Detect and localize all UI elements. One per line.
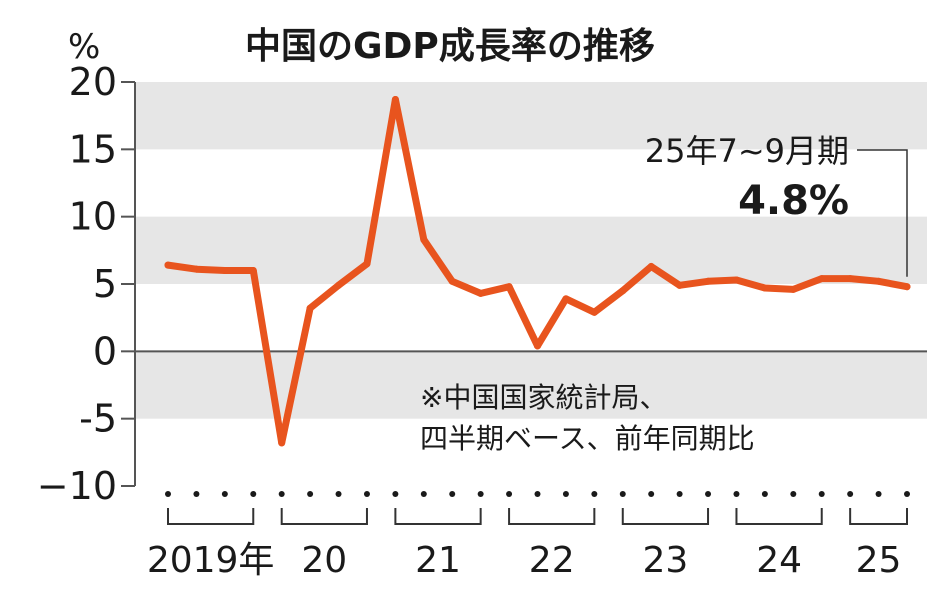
data-point-2022Q2: [534, 342, 541, 350]
y-tick-label: 5: [93, 262, 117, 306]
quarter-dot: [534, 491, 541, 497]
chart-title: 中国のGDP成長率の推移: [245, 26, 655, 67]
y-tick-label: 0: [93, 329, 117, 373]
data-point-2024Q3: [789, 285, 797, 293]
data-point-2025Q2: [875, 277, 883, 285]
quarter-dot: [761, 491, 768, 497]
data-point-2024Q2: [761, 284, 769, 292]
quarter-dot: [875, 491, 882, 497]
data-points: [164, 96, 911, 447]
quarter-dot: [449, 491, 456, 497]
data-point-2025Q1: [846, 275, 854, 283]
y-tick-label: 10: [69, 195, 117, 239]
data-point-2021Q1: [391, 96, 399, 104]
year-label: 21: [415, 540, 461, 581]
year-bracket: [508, 508, 596, 525]
data-point-2023Q1: [619, 287, 627, 295]
year-bracket: [849, 508, 908, 525]
data-point-2021Q4: [477, 289, 485, 297]
data-point-2019Q2: [192, 265, 200, 273]
quarter-dots: [165, 491, 910, 497]
y-axis-unit-label: %: [68, 27, 100, 67]
quarter-dot: [193, 491, 200, 497]
quarter-dot: [165, 491, 171, 497]
data-point-2021Q2: [420, 236, 428, 244]
quarter-dot: [307, 491, 314, 497]
data-point-2023Q2: [647, 262, 655, 270]
y-tick-label: −10: [37, 464, 117, 508]
y-tick-label: -5: [79, 397, 117, 441]
year-label: 25: [856, 540, 902, 581]
quarter-dot: [790, 491, 797, 497]
data-point-2020Q4: [363, 260, 371, 268]
data-point-2023Q4: [704, 277, 712, 285]
quarter-dot: [363, 491, 370, 497]
quarter-dot: [818, 491, 825, 497]
year-label: 22: [529, 540, 575, 581]
year-bracket: [735, 508, 823, 525]
year-bracket: [621, 508, 710, 525]
quarter-dot: [648, 491, 655, 497]
quarter-dot: [506, 491, 513, 497]
data-point-2022Q3: [562, 295, 570, 303]
quarter-dot: [420, 491, 427, 497]
data-point-2019Q1: [164, 261, 172, 269]
y-axis-tick-labels: 20 15 10 5 0 -5 −10: [37, 60, 117, 508]
year-bracket: [167, 508, 255, 525]
quarter-dot: [250, 491, 257, 497]
data-point-2020Q2: [306, 304, 314, 312]
callout-value-label: 4.8%: [738, 178, 849, 224]
year-label: 20: [301, 540, 347, 581]
grid-band-1: [135, 216, 927, 284]
y-axis-ticks: [121, 81, 135, 487]
data-point-2023Q3: [676, 281, 684, 289]
quarter-dot: [477, 491, 484, 497]
data-point-2024Q4: [818, 275, 826, 283]
y-tick-label: 20: [69, 60, 117, 104]
year-labels: 2019年 20 21 22 23 24 25: [147, 540, 902, 581]
quarter-dot: [591, 491, 598, 497]
quarter-dot: [705, 491, 712, 497]
year-bracket: [280, 508, 368, 525]
year-label: 2019年: [147, 540, 275, 581]
data-point-2020Q3: [335, 281, 343, 289]
quarter-dot: [676, 491, 683, 497]
data-point-2022Q4: [590, 308, 598, 316]
year-label: 24: [756, 540, 802, 581]
year-label: 23: [642, 540, 688, 581]
quarter-dot: [847, 491, 854, 497]
quarter-dot: [904, 491, 910, 497]
callout-leader-line: [857, 149, 908, 277]
source-note-line-1: ※中国国家統計局、: [420, 381, 667, 414]
quarter-dot: [221, 491, 228, 497]
quarter-dot: [335, 491, 342, 497]
quarter-dot: [619, 491, 626, 497]
quarter-dot: [733, 491, 740, 497]
callout-period-label: 25年7~9月期: [645, 132, 849, 170]
data-point-2024Q1: [732, 276, 740, 284]
year-bracket: [394, 508, 482, 525]
quarter-dot: [392, 491, 399, 497]
source-note-line-2: 四半期ベース、前年同期比: [420, 422, 755, 455]
data-point-2019Q3: [221, 267, 229, 275]
data-point-2022Q1: [505, 283, 513, 291]
data-point-2021Q3: [448, 277, 456, 285]
data-point-2019Q4: [249, 267, 257, 275]
data-point-2020Q1: [278, 439, 286, 447]
y-tick-label: 15: [69, 127, 117, 171]
data-point-2025Q3: [903, 283, 911, 291]
quarter-dot: [562, 491, 569, 497]
grid-band-0: [135, 82, 927, 150]
year-brackets: [167, 508, 908, 525]
quarter-dot: [278, 491, 285, 497]
